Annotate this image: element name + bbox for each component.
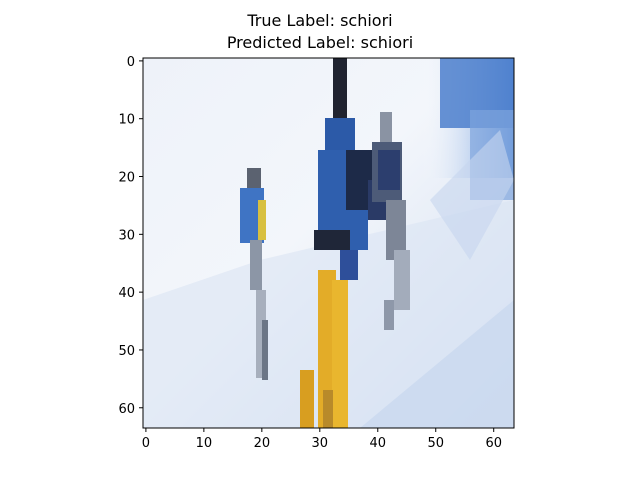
y-tick-label: 60 (118, 402, 135, 417)
x-tick-label: 10 (196, 436, 213, 451)
y-axis: 0 10 20 30 40 50 60 (118, 55, 143, 417)
pixelated-photo (143, 58, 514, 428)
y-tick-label: 30 (118, 228, 135, 243)
right-skier (372, 112, 410, 330)
x-tick-label: 60 (485, 436, 502, 451)
y-tick-label: 40 (118, 286, 135, 301)
title-predicted-label: Predicted Label: schiori (226, 33, 414, 52)
y-tick-label: 20 (118, 171, 135, 186)
y-tick-label: 0 (127, 55, 135, 70)
x-tick-label: 20 (254, 436, 271, 451)
left-skier (240, 168, 268, 380)
title-true-label: True Label: schiori (247, 11, 393, 30)
x-axis: 0 10 20 30 40 50 60 (142, 428, 502, 451)
x-tick-label: 0 (142, 436, 150, 451)
y-tick-label: 50 (118, 344, 135, 359)
y-tick-label: 10 (118, 113, 135, 128)
center-skier (300, 58, 398, 428)
x-tick-label: 40 (370, 436, 387, 451)
axes-frame (142, 57, 515, 429)
x-tick-label: 30 (312, 436, 329, 451)
x-tick-label: 50 (427, 436, 444, 451)
